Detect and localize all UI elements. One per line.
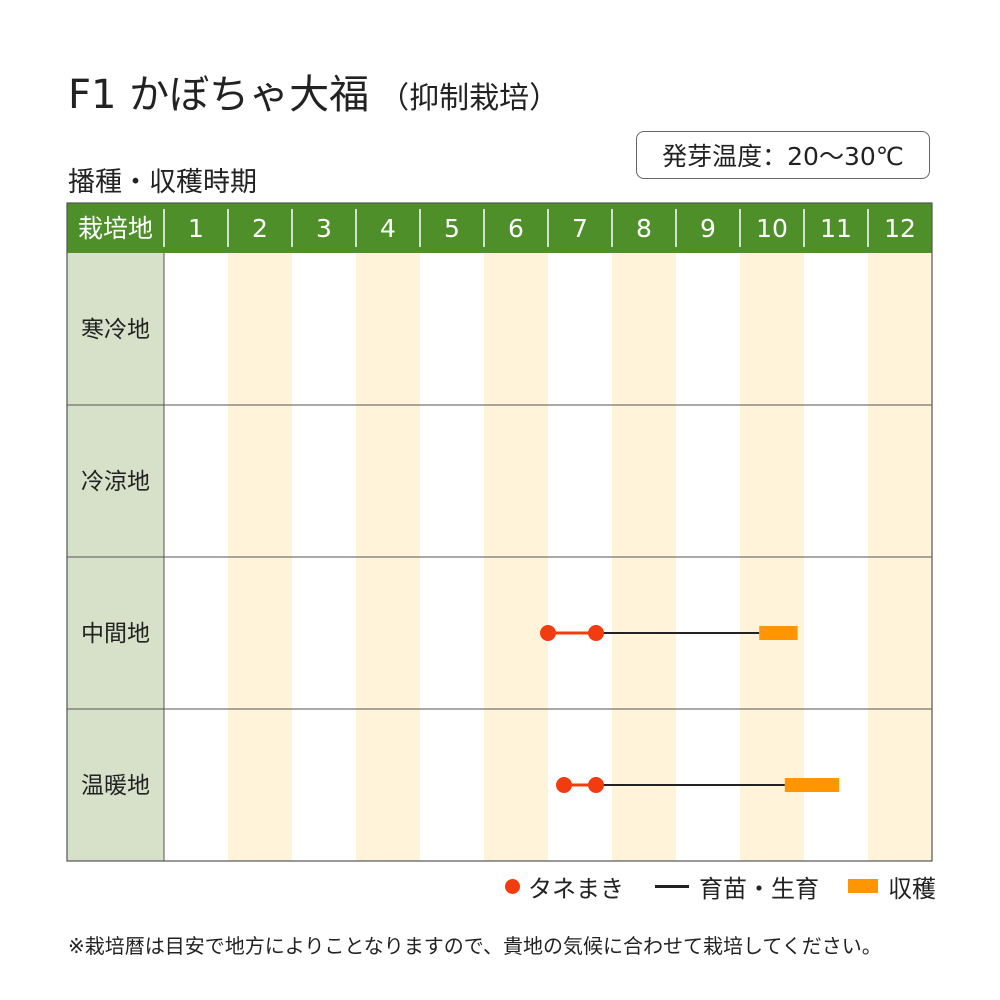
sowing-dot	[540, 625, 556, 641]
sowing-dot-icon	[505, 878, 520, 894]
month-label: 3	[316, 214, 332, 243]
legend-sowing: タネまき	[505, 870, 624, 903]
sowing-dot	[588, 625, 604, 641]
title-sub: （抑制栽培）	[379, 81, 560, 116]
title-main: F1 かぼちゃ大福	[68, 72, 370, 118]
harvest-bar	[759, 626, 798, 640]
harvest-bar	[784, 778, 840, 792]
legend-sowing-label: タネまき	[528, 874, 624, 903]
footnote: ※栽培暦は目安で地方によりことなりますので、貴地の気候に合わせて栽培してください…	[68, 934, 882, 958]
region-label: 中間地	[81, 621, 150, 647]
legend-growing: 育苗・生育	[655, 870, 819, 903]
chart-subtitle: 播種・収穫時期	[68, 167, 257, 198]
legend-harvest-label: 収穫	[888, 874, 936, 903]
header-region-label: 栽培地	[78, 214, 153, 243]
month-label: 1	[188, 214, 204, 243]
chart-border	[66, 202, 933, 862]
month-label: 11	[820, 214, 852, 243]
month-label: 7	[572, 214, 588, 243]
legend-harvest: 収穫	[848, 870, 936, 903]
month-label: 8	[636, 214, 652, 243]
germination-temperature-box: 発芽温度：20～30℃	[636, 131, 930, 179]
page-title: F1 かぼちゃ大福 （抑制栽培）	[68, 62, 559, 120]
month-label: 10	[756, 214, 788, 243]
month-label: 2	[252, 214, 268, 243]
harvest-bar-icon	[848, 879, 878, 893]
month-label: 12	[884, 214, 916, 243]
legend-growing-label: 育苗・生育	[699, 874, 819, 903]
region-label: 冷涼地	[81, 469, 150, 495]
header-band	[67, 203, 932, 253]
region-label: 温暖地	[81, 773, 150, 799]
month-label: 4	[380, 214, 396, 243]
growing-line-icon	[655, 884, 689, 888]
month-label: 5	[444, 214, 460, 243]
month-label: 9	[700, 214, 716, 243]
sowing-dot	[588, 777, 604, 793]
region-label: 寒冷地	[81, 317, 150, 343]
sowing-dot	[556, 777, 572, 793]
legend: タネまき 育苗・生育 収穫	[505, 870, 936, 903]
month-label: 6	[508, 214, 524, 243]
